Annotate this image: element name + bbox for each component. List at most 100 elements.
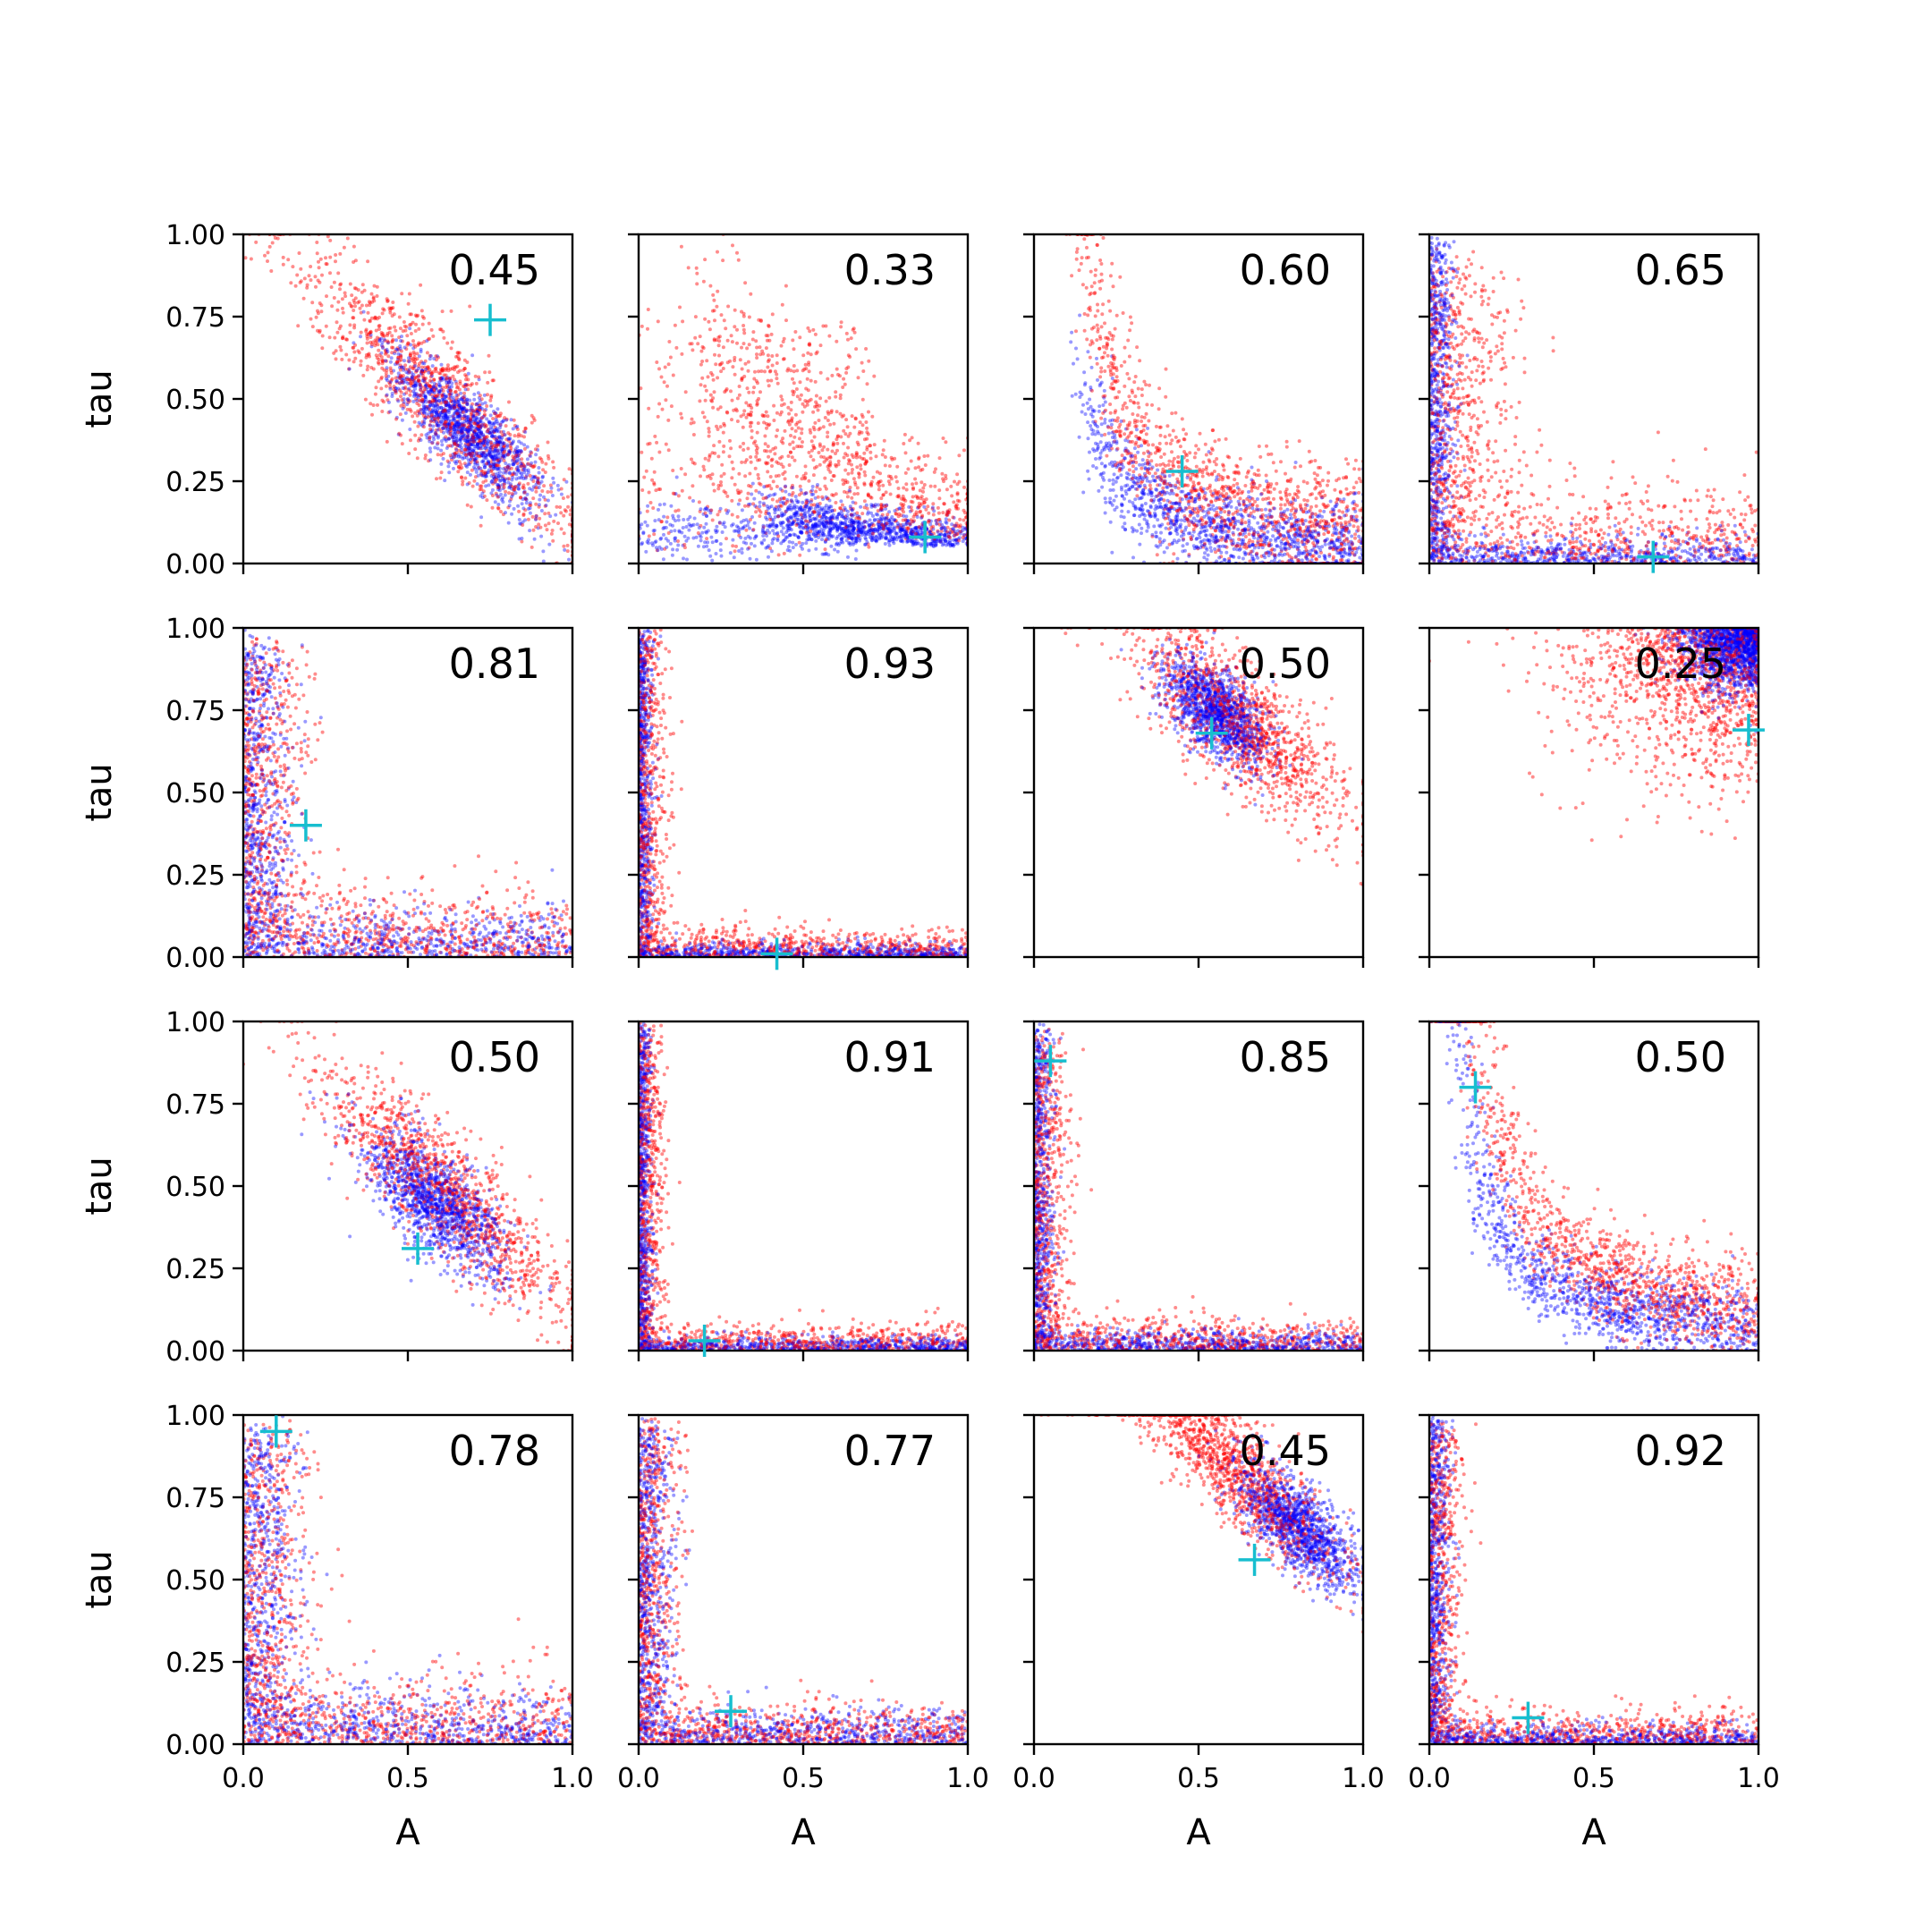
red-point bbox=[411, 321, 415, 325]
blue-point bbox=[522, 443, 526, 446]
blue-point bbox=[822, 533, 826, 537]
red-point bbox=[479, 487, 482, 491]
red-point bbox=[377, 379, 380, 383]
red-point bbox=[863, 505, 867, 509]
blue-point bbox=[428, 446, 432, 450]
red-point bbox=[544, 523, 547, 527]
red-point bbox=[952, 500, 955, 504]
blue-point bbox=[719, 548, 723, 552]
red-point bbox=[773, 452, 776, 455]
red-point bbox=[717, 440, 721, 444]
red-point bbox=[757, 477, 760, 480]
red-point bbox=[523, 508, 527, 512]
y-tick-label: 0.25 bbox=[165, 467, 225, 498]
blue-point bbox=[496, 419, 499, 423]
red-point bbox=[263, 254, 267, 258]
red-point bbox=[411, 414, 414, 418]
red-point bbox=[381, 311, 385, 315]
red-point bbox=[958, 499, 962, 503]
red-point bbox=[828, 470, 832, 474]
red-point bbox=[854, 347, 858, 351]
red-point bbox=[775, 373, 778, 377]
red-point bbox=[681, 489, 684, 493]
red-point bbox=[881, 494, 885, 497]
blue-point bbox=[889, 518, 893, 521]
red-point bbox=[708, 474, 711, 478]
red-point bbox=[834, 501, 837, 504]
blue-point bbox=[852, 501, 855, 504]
red-point bbox=[650, 457, 654, 461]
red-point bbox=[781, 472, 784, 476]
blue-point bbox=[526, 445, 530, 449]
blue-point bbox=[520, 450, 523, 453]
blue-point bbox=[407, 356, 411, 360]
red-point bbox=[743, 461, 747, 464]
red-point bbox=[857, 534, 860, 538]
red-point bbox=[693, 336, 697, 340]
red-point bbox=[423, 457, 427, 461]
blue-point bbox=[852, 526, 855, 530]
blue-point bbox=[498, 455, 502, 459]
blue-point bbox=[442, 457, 445, 461]
blue-point bbox=[686, 518, 690, 521]
blue-point bbox=[846, 555, 850, 559]
red-point bbox=[766, 366, 769, 369]
red-point bbox=[325, 294, 328, 298]
red-point bbox=[386, 354, 390, 358]
red-point bbox=[547, 441, 550, 445]
red-point bbox=[315, 316, 318, 319]
red-point bbox=[895, 465, 899, 469]
red-point bbox=[1352, 467, 1356, 470]
red-point bbox=[699, 363, 703, 367]
red-point bbox=[368, 300, 371, 303]
blue-point bbox=[715, 539, 718, 543]
blue-point bbox=[729, 551, 733, 555]
red-point bbox=[771, 312, 775, 316]
red-point bbox=[462, 392, 466, 395]
blue-point bbox=[788, 524, 792, 528]
blue-point bbox=[945, 517, 948, 521]
blue-point bbox=[747, 535, 750, 538]
red-point bbox=[640, 325, 644, 328]
red-point bbox=[674, 346, 678, 350]
red-point bbox=[887, 479, 891, 483]
red-point bbox=[538, 456, 542, 460]
red-point bbox=[730, 499, 733, 503]
blue-point bbox=[737, 503, 741, 506]
red-point bbox=[796, 394, 800, 398]
red-point bbox=[503, 416, 506, 419]
red-point bbox=[462, 395, 465, 399]
red-point bbox=[775, 377, 778, 380]
red-point bbox=[703, 415, 707, 419]
red-point bbox=[404, 326, 408, 329]
red-point bbox=[438, 477, 442, 480]
red-point bbox=[663, 380, 666, 384]
blue-point bbox=[538, 494, 542, 497]
red-point bbox=[834, 395, 837, 399]
red-point bbox=[352, 351, 356, 354]
red-point bbox=[372, 403, 376, 407]
red-point bbox=[791, 390, 794, 394]
red-point bbox=[378, 353, 382, 357]
red-point bbox=[746, 386, 750, 390]
red-point bbox=[779, 394, 783, 398]
red-point bbox=[718, 335, 722, 338]
red-point bbox=[865, 427, 869, 430]
red-point bbox=[799, 380, 802, 384]
red-point bbox=[841, 504, 844, 507]
red-point bbox=[428, 408, 432, 411]
blue-point bbox=[944, 521, 947, 524]
blue-point bbox=[840, 537, 843, 540]
red-point bbox=[412, 352, 416, 356]
red-point bbox=[792, 347, 796, 351]
blue-point bbox=[767, 505, 771, 509]
red-point bbox=[750, 436, 754, 439]
red-point bbox=[376, 336, 379, 340]
red-point bbox=[801, 353, 805, 357]
red-point bbox=[937, 496, 941, 500]
red-point bbox=[941, 511, 945, 514]
red-point bbox=[394, 350, 397, 353]
red-point bbox=[843, 456, 846, 460]
red-point bbox=[713, 390, 716, 394]
